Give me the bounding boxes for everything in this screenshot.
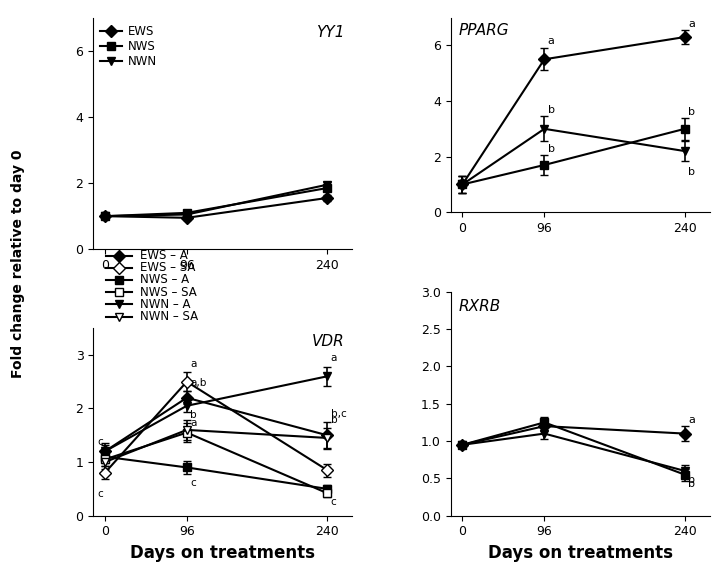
NWS-A	[183, 464, 191, 471]
Line: NWS-SA: NWS-SA	[101, 428, 331, 498]
EWS-A	[323, 432, 331, 439]
Text: NWS – SA: NWS – SA	[140, 286, 196, 299]
Text: a: a	[190, 359, 196, 369]
Line: NWN-SA: NWN-SA	[101, 426, 331, 466]
Text: a: a	[331, 353, 337, 363]
EWS-SA	[100, 469, 109, 476]
Text: NWN – A: NWN – A	[140, 298, 190, 311]
X-axis label: Days on treatments: Days on treatments	[488, 544, 673, 562]
Text: b: b	[331, 415, 337, 425]
EWS-SA	[323, 466, 331, 473]
Text: Fold change relative to day 0: Fold change relative to day 0	[11, 149, 25, 378]
EWS-SA	[183, 378, 191, 385]
Text: c: c	[98, 437, 103, 447]
Text: a,b: a,b	[190, 378, 206, 388]
Text: EWS – A: EWS – A	[140, 249, 188, 262]
Text: a: a	[688, 19, 695, 29]
Text: b: b	[688, 167, 695, 177]
Text: VDR: VDR	[312, 333, 345, 349]
NWN-SA	[323, 434, 331, 441]
Text: c: c	[190, 478, 196, 488]
Line: EWS-A: EWS-A	[101, 394, 331, 455]
Text: a: a	[190, 418, 196, 428]
NWS-SA	[100, 456, 109, 463]
NWS-A	[323, 485, 331, 492]
Text: NWS – A: NWS – A	[140, 274, 189, 287]
Text: b: b	[190, 410, 196, 420]
Text: PPARG: PPARG	[458, 23, 509, 39]
EWS-A	[100, 448, 109, 455]
Text: b: b	[688, 479, 695, 489]
EWS	[183, 214, 191, 222]
X-axis label: Days on treatments: Days on treatments	[130, 544, 315, 562]
NWS-SA	[323, 490, 331, 497]
Text: c: c	[98, 489, 103, 499]
EWS	[100, 213, 109, 220]
Line: NWS-A: NWS-A	[101, 452, 331, 493]
Text: b,c: b,c	[331, 408, 346, 418]
NWS-SA	[183, 429, 191, 436]
EWS	[323, 195, 331, 202]
NWS	[100, 213, 109, 220]
NWN	[100, 213, 109, 220]
Text: RXRB: RXRB	[458, 298, 500, 314]
NWN-A	[100, 448, 109, 455]
Text: b: b	[548, 144, 555, 154]
Text: b: b	[548, 105, 555, 115]
Line: NWN: NWN	[101, 180, 331, 220]
Text: YY1: YY1	[316, 25, 345, 39]
NWS-A	[100, 453, 109, 460]
Line: EWS: EWS	[101, 194, 331, 222]
Legend: EWS, NWS, NWN: EWS, NWS, NWN	[99, 23, 158, 70]
Text: c: c	[331, 498, 336, 507]
Text: a: a	[548, 36, 554, 46]
NWN-A	[323, 373, 331, 380]
Text: EWS – SA: EWS – SA	[140, 261, 195, 274]
EWS-A	[183, 394, 191, 401]
NWN-SA	[183, 427, 191, 434]
Line: NWN-A: NWN-A	[101, 372, 331, 455]
NWN	[323, 181, 331, 188]
Line: NWS: NWS	[101, 184, 331, 220]
Text: a: a	[688, 415, 695, 425]
Text: NWN – SA: NWN – SA	[140, 310, 198, 323]
NWN-A	[183, 402, 191, 409]
NWS	[323, 185, 331, 192]
Line: EWS-SA: EWS-SA	[101, 377, 331, 477]
Text: b: b	[688, 107, 695, 117]
Text: b: b	[688, 475, 695, 485]
NWN-SA	[100, 459, 109, 466]
NWN	[183, 211, 191, 218]
NWS	[183, 209, 191, 216]
